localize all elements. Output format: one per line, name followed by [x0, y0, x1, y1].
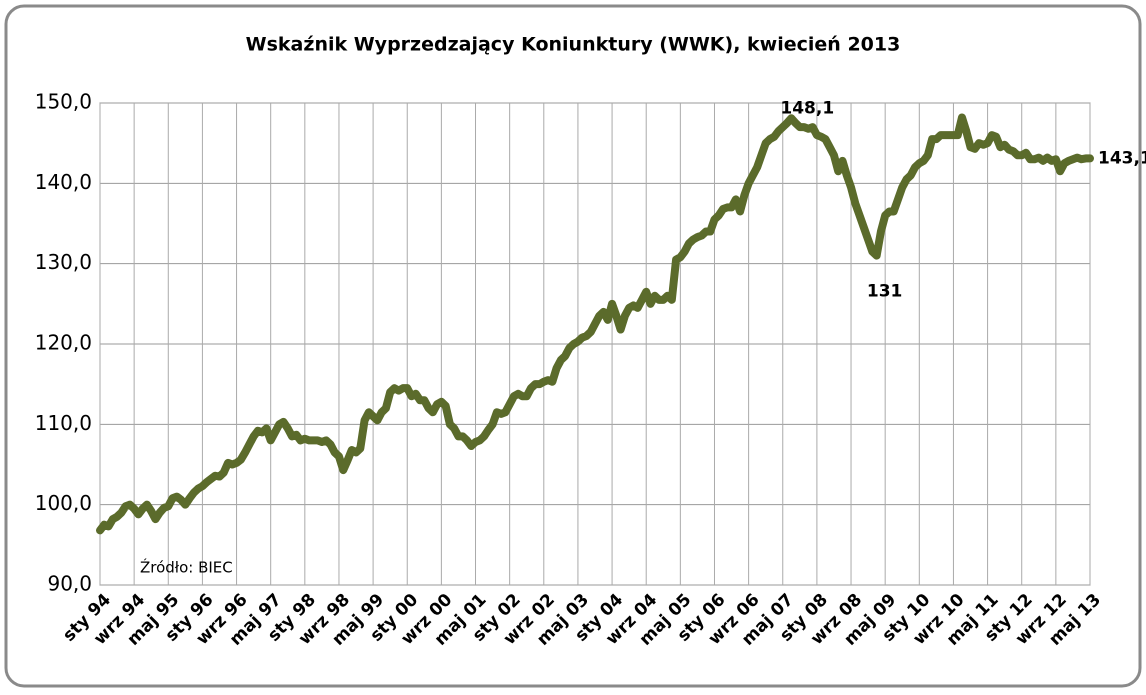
y-tick-label: 110,0	[35, 411, 92, 435]
chart-title: Wskaźnik Wyprzedzający Koniunktury (WWK)…	[246, 34, 901, 56]
y-tick-label: 120,0	[35, 331, 92, 355]
data-label: 131	[867, 282, 903, 302]
y-tick-label: 100,0	[35, 491, 92, 515]
y-tick-label: 150,0	[35, 90, 92, 114]
data-line	[96, 113, 1094, 535]
source-note: Źródło: BIEC	[140, 558, 233, 577]
data-label: 143,1	[1098, 148, 1146, 168]
y-tick-label: 140,0	[35, 170, 92, 194]
y-tick-label: 130,0	[35, 250, 92, 274]
y-tick-label: 90,0	[47, 572, 92, 596]
data-label: 148,1	[780, 98, 834, 118]
